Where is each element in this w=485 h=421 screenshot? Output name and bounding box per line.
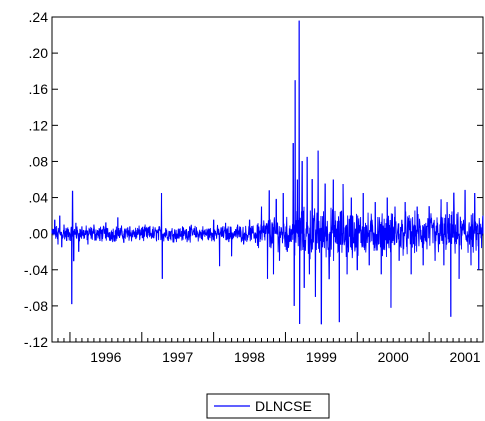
y-tick-label: .12 xyxy=(29,117,49,133)
plot-frame xyxy=(51,16,484,343)
y-tick-label: .16 xyxy=(29,81,49,97)
y-axis: .24 .20 .16 .12 .08 .04 .00 -.04 -.08 -.12 xyxy=(24,9,483,350)
y-tick-label: -.08 xyxy=(24,298,48,314)
y-tick-label: .20 xyxy=(29,45,49,61)
y-tick-label: -.12 xyxy=(24,334,48,350)
x-tick-label: 1998 xyxy=(234,349,265,365)
y-tick-label: .08 xyxy=(29,153,49,169)
x-axis: 1996 1997 1998 1999 2000 2001 xyxy=(51,332,484,365)
y-tick-label: -.04 xyxy=(24,262,48,278)
x-tick-label: 1999 xyxy=(306,349,337,365)
x-tick-label: 2001 xyxy=(449,349,480,365)
y-tick-label: .00 xyxy=(29,226,49,242)
y-tick-label: .24 xyxy=(29,9,49,25)
x-tick-label: 1996 xyxy=(90,349,121,365)
y-tick-label: .04 xyxy=(29,190,49,206)
x-tick-label: 1997 xyxy=(162,349,193,365)
legend-label-dlncse: DLNCSE xyxy=(255,398,312,414)
series-layer xyxy=(51,20,484,325)
x-tick-label: 2000 xyxy=(378,349,409,365)
legend: DLNCSE xyxy=(206,393,330,419)
